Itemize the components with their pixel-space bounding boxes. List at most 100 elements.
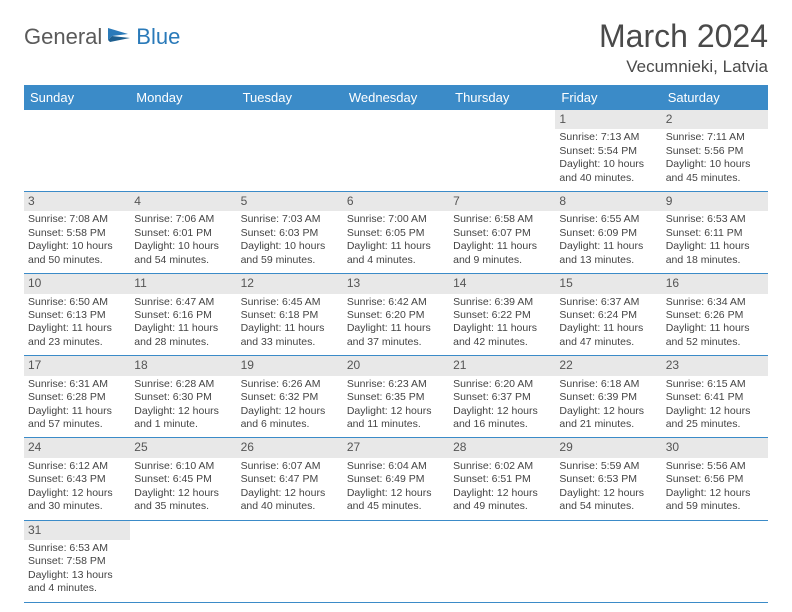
day-number: 26 xyxy=(237,438,343,457)
day-cell: 19Sunrise: 6:26 AMSunset: 6:32 PMDayligh… xyxy=(237,356,343,438)
day-cell: 13Sunrise: 6:42 AMSunset: 6:20 PMDayligh… xyxy=(343,274,449,356)
calendar-row: 3Sunrise: 7:08 AMSunset: 5:58 PMDaylight… xyxy=(24,192,768,274)
day-info: Sunrise: 6:15 AMSunset: 6:41 PMDaylight:… xyxy=(666,378,764,432)
day-cell: 25 Sunrise: 6:10 AMSunset: 6:45 PMDayligh… xyxy=(130,438,236,520)
day-cell: 8Sunrise: 6:55 AMSunset: 6:09 PMDaylight… xyxy=(555,192,661,274)
month-title: March 2024 xyxy=(599,18,768,55)
day-info: Sunrise: 6:28 AMSunset: 6:30 PMDaylight:… xyxy=(134,378,232,432)
day-info: Sunrise: 6:47 AMSunset: 6:16 PMDaylight:… xyxy=(134,296,232,350)
day-number: 25 xyxy=(130,438,236,457)
col-header: Monday xyxy=(130,85,236,110)
day-cell: 15Sunrise: 6:37 AMSunset: 6:24 PMDayligh… xyxy=(555,274,661,356)
day-info: Sunrise: 6:53 AMSunset: 6:11 PMDaylight:… xyxy=(666,213,764,267)
calendar-body: 1 Sunrise: 7:13 AMSunset: 5:54 PMDaylight… xyxy=(24,110,768,602)
day-info: Sunrise: 6:31 AMSunset: 6:28 PMDaylight:… xyxy=(28,378,126,432)
day-info: Sunrise: 6:26 AMSunset: 6:32 PMDaylight:… xyxy=(241,378,339,432)
day-number: 28 xyxy=(449,438,555,457)
day-number: 29 xyxy=(555,438,661,457)
day-number: 3 xyxy=(24,192,130,211)
day-number: 30 xyxy=(662,438,768,457)
day-info: Sunrise: 6:23 AMSunset: 6:35 PMDaylight:… xyxy=(347,378,445,432)
day-number: 11 xyxy=(130,274,236,293)
day-cell: 4Sunrise: 7:06 AMSunset: 6:01 PMDaylight… xyxy=(130,192,236,274)
day-cell: 5 Sunrise: 7:03 AMSunset: 6:03 PMDaylight… xyxy=(237,192,343,274)
day-cell: 20 Sunrise: 6:23 AMSunset: 6:35 PMDayligh… xyxy=(343,356,449,438)
day-number: 2 xyxy=(662,110,768,129)
day-cell: 31Sunrise: 6:53 AMSunset: 7:58 PMDayligh… xyxy=(24,520,130,602)
day-cell: 23 Sunrise: 6:15 AMSunset: 6:41 PMDayligh… xyxy=(662,356,768,438)
day-cell: 22 Sunrise: 6:18 AMSunset: 6:39 PMDayligh… xyxy=(555,356,661,438)
col-header: Sunday xyxy=(24,85,130,110)
empty-cell xyxy=(24,110,130,192)
day-number: 27 xyxy=(343,438,449,457)
empty-cell xyxy=(343,110,449,192)
day-number: 7 xyxy=(449,192,555,211)
day-number: 14 xyxy=(449,274,555,293)
col-header: Wednesday xyxy=(343,85,449,110)
day-info: Sunrise: 5:56 AMSunset: 6:56 PMDaylight:… xyxy=(666,460,764,514)
day-number: 5 xyxy=(237,192,343,211)
day-number: 10 xyxy=(24,274,130,293)
day-number: 12 xyxy=(237,274,343,293)
day-cell: 29 Sunrise: 5:59 AMSunset: 6:53 PMDayligh… xyxy=(555,438,661,520)
day-number: 9 xyxy=(662,192,768,211)
day-cell: 24Sunrise: 6:12 AMSunset: 6:43 PMDayligh… xyxy=(24,438,130,520)
calendar-table: SundayMondayTuesdayWednesdayThursdayFrid… xyxy=(24,85,768,603)
day-number: 17 xyxy=(24,356,130,375)
logo-text-general: General xyxy=(24,24,102,50)
empty-cell xyxy=(237,520,343,602)
day-info: Sunrise: 6:50 AMSunset: 6:13 PMDaylight:… xyxy=(28,296,126,350)
calendar-row: 10 Sunrise: 6:50 AMSunset: 6:13 PMDayligh… xyxy=(24,274,768,356)
day-cell: 27Sunrise: 6:04 AMSunset: 6:49 PMDayligh… xyxy=(343,438,449,520)
day-info: Sunrise: 6:55 AMSunset: 6:09 PMDaylight:… xyxy=(559,213,657,267)
day-number: 1 xyxy=(555,110,661,129)
day-info: Sunrise: 7:03 AMSunset: 6:03 PMDaylight:… xyxy=(241,213,339,267)
title-block: March 2024 Vecumnieki, Latvia xyxy=(599,18,768,77)
day-cell: 30 Sunrise: 5:56 AMSunset: 6:56 PMDayligh… xyxy=(662,438,768,520)
flag-icon xyxy=(108,26,134,49)
day-info: Sunrise: 6:07 AMSunset: 6:47 PMDaylight:… xyxy=(241,460,339,514)
day-info: Sunrise: 7:11 AMSunset: 5:56 PMDaylight:… xyxy=(666,131,764,185)
day-number: 13 xyxy=(343,274,449,293)
day-cell: 21 Sunrise: 6:20 AMSunset: 6:37 PMDayligh… xyxy=(449,356,555,438)
empty-cell xyxy=(449,110,555,192)
day-number: 23 xyxy=(662,356,768,375)
day-cell: 3Sunrise: 7:08 AMSunset: 5:58 PMDaylight… xyxy=(24,192,130,274)
day-info: Sunrise: 6:37 AMSunset: 6:24 PMDaylight:… xyxy=(559,296,657,350)
day-number: 20 xyxy=(343,356,449,375)
calendar-row: 31Sunrise: 6:53 AMSunset: 7:58 PMDayligh… xyxy=(24,520,768,602)
day-number: 21 xyxy=(449,356,555,375)
day-cell: 9 Sunrise: 6:53 AMSunset: 6:11 PMDaylight… xyxy=(662,192,768,274)
day-info: Sunrise: 6:39 AMSunset: 6:22 PMDaylight:… xyxy=(453,296,551,350)
day-info: Sunrise: 7:13 AMSunset: 5:54 PMDaylight:… xyxy=(559,131,657,185)
logo: General Blue xyxy=(24,24,180,50)
day-cell: 14 Sunrise: 6:39 AMSunset: 6:22 PMDayligh… xyxy=(449,274,555,356)
day-info: Sunrise: 6:10 AMSunset: 6:45 PMDaylight:… xyxy=(134,460,232,514)
day-info: Sunrise: 6:34 AMSunset: 6:26 PMDaylight:… xyxy=(666,296,764,350)
day-info: Sunrise: 6:20 AMSunset: 6:37 PMDaylight:… xyxy=(453,378,551,432)
day-cell: 12 Sunrise: 6:45 AMSunset: 6:18 PMDayligh… xyxy=(237,274,343,356)
empty-cell xyxy=(343,520,449,602)
header: General Blue March 2024 Vecumnieki, Latv… xyxy=(24,18,768,77)
day-info: Sunrise: 6:58 AMSunset: 6:07 PMDaylight:… xyxy=(453,213,551,267)
empty-cell xyxy=(130,110,236,192)
day-info: Sunrise: 6:18 AMSunset: 6:39 PMDaylight:… xyxy=(559,378,657,432)
calendar-row: 1 Sunrise: 7:13 AMSunset: 5:54 PMDaylight… xyxy=(24,110,768,192)
day-cell: 26 Sunrise: 6:07 AMSunset: 6:47 PMDayligh… xyxy=(237,438,343,520)
col-header: Thursday xyxy=(449,85,555,110)
day-cell: 16Sunrise: 6:34 AMSunset: 6:26 PMDayligh… xyxy=(662,274,768,356)
day-cell: 11 Sunrise: 6:47 AMSunset: 6:16 PMDayligh… xyxy=(130,274,236,356)
day-info: Sunrise: 7:06 AMSunset: 6:01 PMDaylight:… xyxy=(134,213,232,267)
day-info: Sunrise: 6:12 AMSunset: 6:43 PMDaylight:… xyxy=(28,460,126,514)
day-number: 22 xyxy=(555,356,661,375)
empty-cell xyxy=(449,520,555,602)
day-cell: 10 Sunrise: 6:50 AMSunset: 6:13 PMDayligh… xyxy=(24,274,130,356)
calendar-row: 17 Sunrise: 6:31 AMSunset: 6:28 PMDayligh… xyxy=(24,356,768,438)
day-info: Sunrise: 5:59 AMSunset: 6:53 PMDaylight:… xyxy=(559,460,657,514)
logo-text-blue: Blue xyxy=(136,24,180,50)
day-number: 6 xyxy=(343,192,449,211)
day-info: Sunrise: 6:45 AMSunset: 6:18 PMDaylight:… xyxy=(241,296,339,350)
day-cell: 7 Sunrise: 6:58 AMSunset: 6:07 PMDaylight… xyxy=(449,192,555,274)
day-cell: 2 Sunrise: 7:11 AMSunset: 5:56 PMDaylight… xyxy=(662,110,768,192)
empty-cell xyxy=(130,520,236,602)
